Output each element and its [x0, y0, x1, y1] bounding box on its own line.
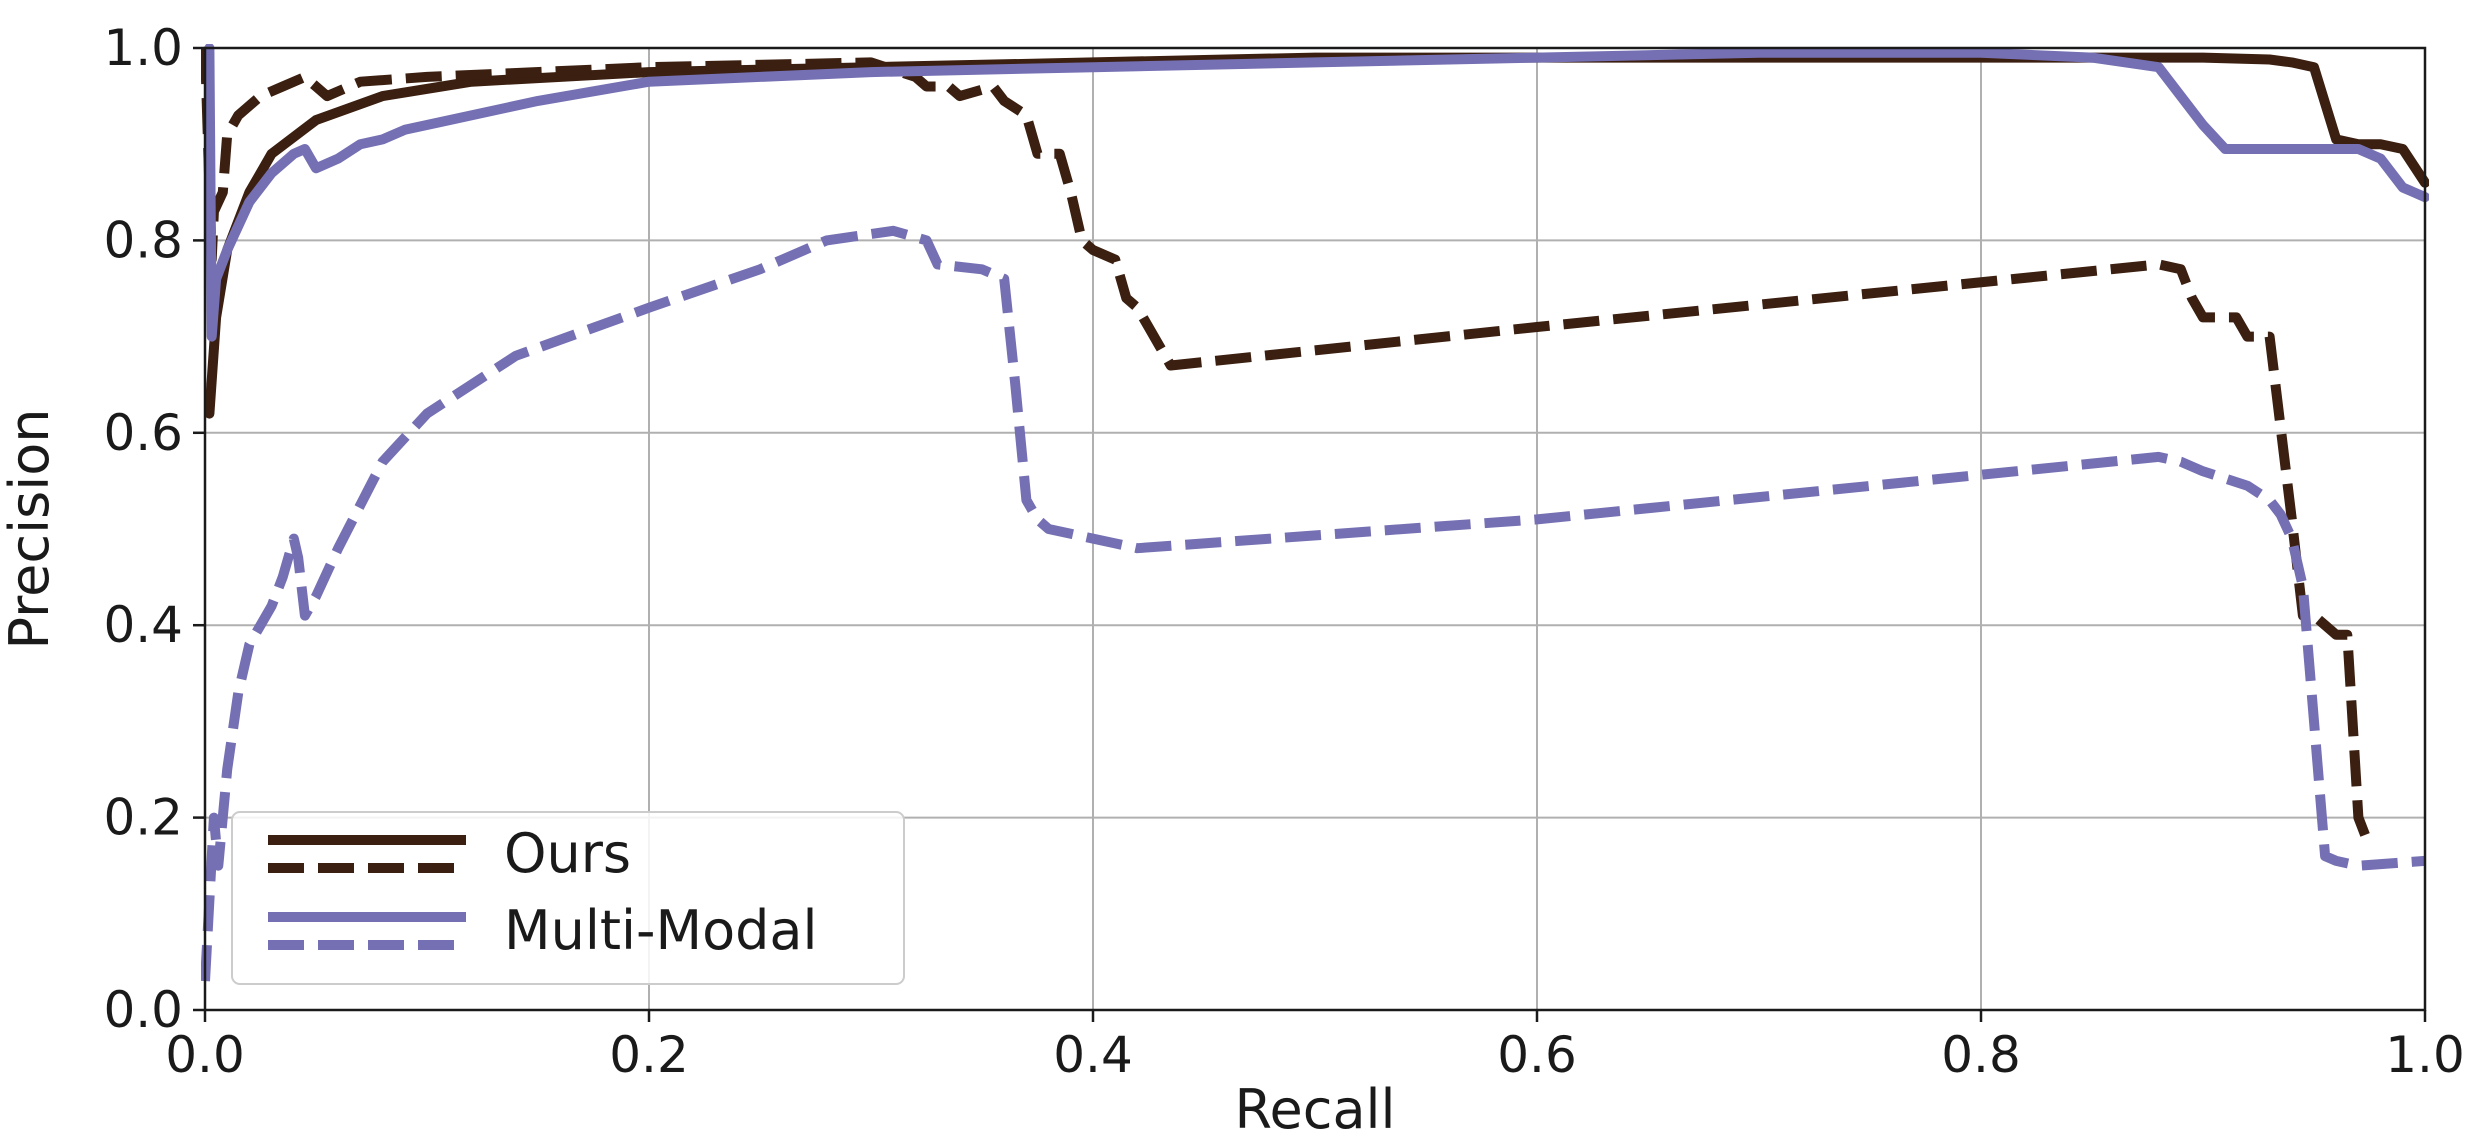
y-tick-label: 0.4 — [103, 596, 183, 654]
y-tick-label: 1.0 — [103, 19, 183, 77]
series-multi-modal-dashed — [201, 225, 2426, 982]
x-tick-label: 0.8 — [1941, 1026, 2021, 1084]
x-tick-label: 1.0 — [2385, 1026, 2465, 1084]
y-tick-label: 0.0 — [103, 981, 183, 1039]
x-tick-label: 0.6 — [1497, 1026, 1577, 1084]
series-group — [201, 44, 2429, 982]
y-tick-label: 0.8 — [103, 211, 183, 269]
x-tick-label: 0.2 — [609, 1026, 689, 1084]
series-ours-dashed — [201, 47, 2375, 849]
legend-multimodal-label: Multi-Modal — [504, 899, 817, 962]
y-tick-label: 0.2 — [103, 789, 183, 847]
legend-ours-label: Ours — [504, 822, 631, 885]
x-axis-label: Recall — [1234, 1078, 1395, 1141]
legend: Ours Multi-Modal — [231, 811, 905, 985]
plot-frame — [203, 46, 2427, 1012]
x-tick-label: 0.4 — [1053, 1026, 1133, 1084]
y-tick-label: 0.6 — [103, 404, 183, 462]
y-axis-label: Precision — [0, 409, 61, 650]
series-multi-modal-solid — [204, 44, 2429, 342]
series-layer — [201, 44, 2429, 982]
tick-layer: 0.0 0.2 0.4 0.6 0.8 1.0 0.0 0.2 0.4 0.6 0.8 1.0 — [103, 19, 2464, 1084]
x-tick-label: 0.0 — [165, 1026, 245, 1084]
